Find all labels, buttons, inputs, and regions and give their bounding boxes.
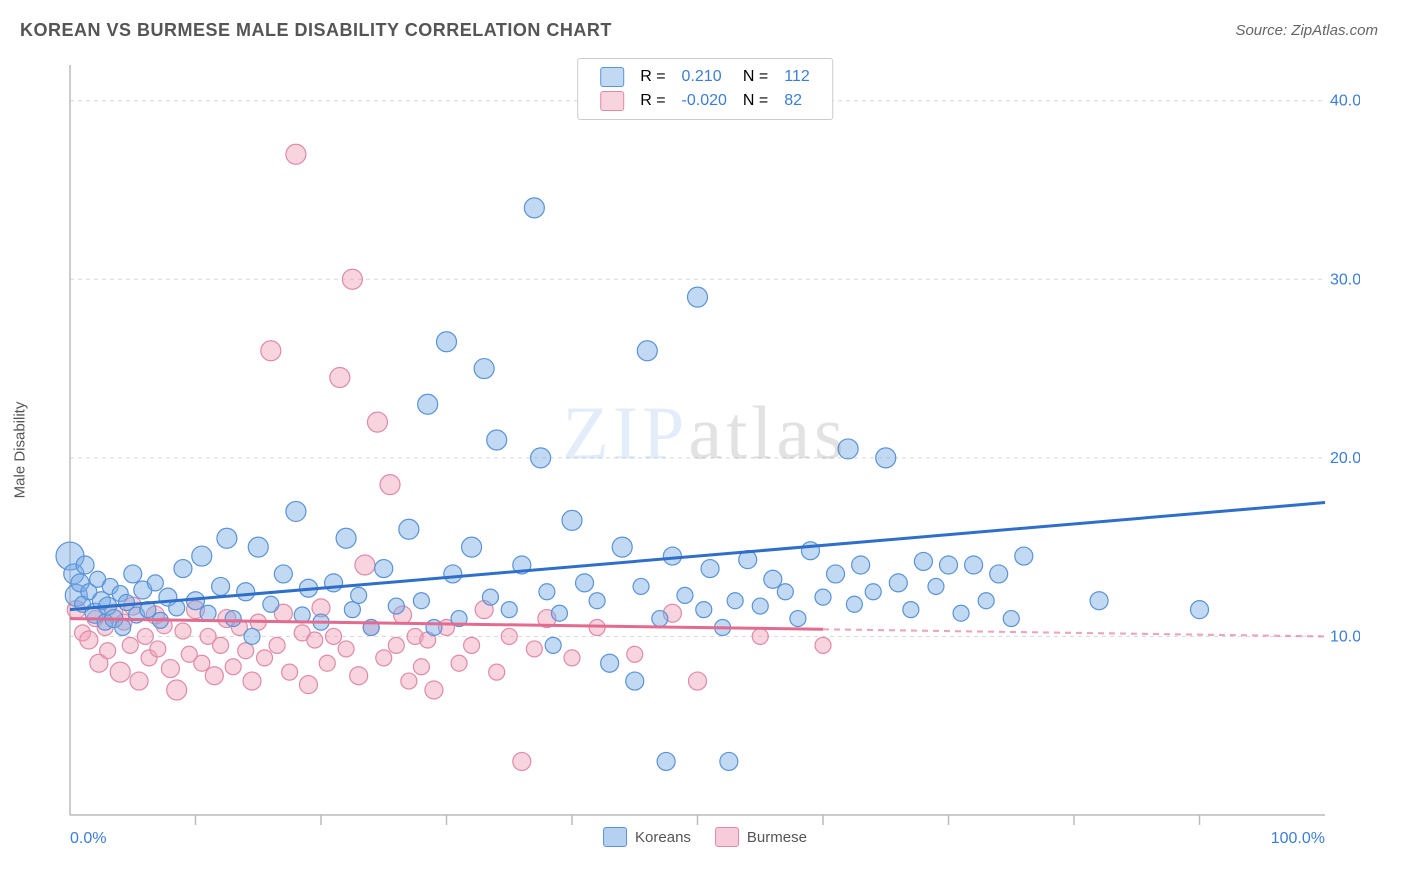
r-label: R =: [632, 65, 673, 89]
legend-label-burmese: Burmese: [747, 829, 807, 846]
svg-text:40.0%: 40.0%: [1330, 93, 1360, 110]
legend-swatch-koreans-icon: [603, 827, 627, 847]
svg-text:30.0%: 30.0%: [1330, 271, 1360, 288]
r-value-koreans: 0.210: [674, 65, 735, 89]
legend-swatch-burmese: [600, 91, 624, 111]
source-label: Source: ZipAtlas.com: [1235, 22, 1378, 39]
r-value-burmese: -0.020: [674, 89, 735, 113]
svg-text:100.0%: 100.0%: [1271, 830, 1325, 847]
chart-title: KOREAN VS BURMESE MALE DISABILITY CORREL…: [20, 20, 612, 41]
svg-text:10.0%: 10.0%: [1330, 628, 1360, 645]
n-value-koreans: 112: [776, 65, 818, 89]
legend-label-koreans: Koreans: [635, 829, 691, 846]
svg-text:0.0%: 0.0%: [70, 830, 106, 847]
scatter-plot: 10.0% 20.0% 30.0% 40.0% 0.0% 100.0%: [50, 55, 1360, 875]
n-value-burmese: 82: [776, 89, 818, 113]
legend-swatch-koreans: [600, 67, 624, 87]
y-axis-label: Male Disability: [12, 402, 29, 499]
legend-stats: R = 0.210 N = 112 R = -0.020 N = 82: [577, 58, 833, 120]
legend-swatch-burmese-icon: [715, 827, 739, 847]
n-label: N =: [735, 89, 776, 113]
legend-bottom: Koreans Burmese: [603, 827, 807, 847]
r-label: R =: [632, 89, 673, 113]
chart-area: Male Disability R = 0.210 N = 112 R = -0…: [50, 55, 1360, 845]
svg-text:20.0%: 20.0%: [1330, 450, 1360, 467]
n-label: N =: [735, 65, 776, 89]
